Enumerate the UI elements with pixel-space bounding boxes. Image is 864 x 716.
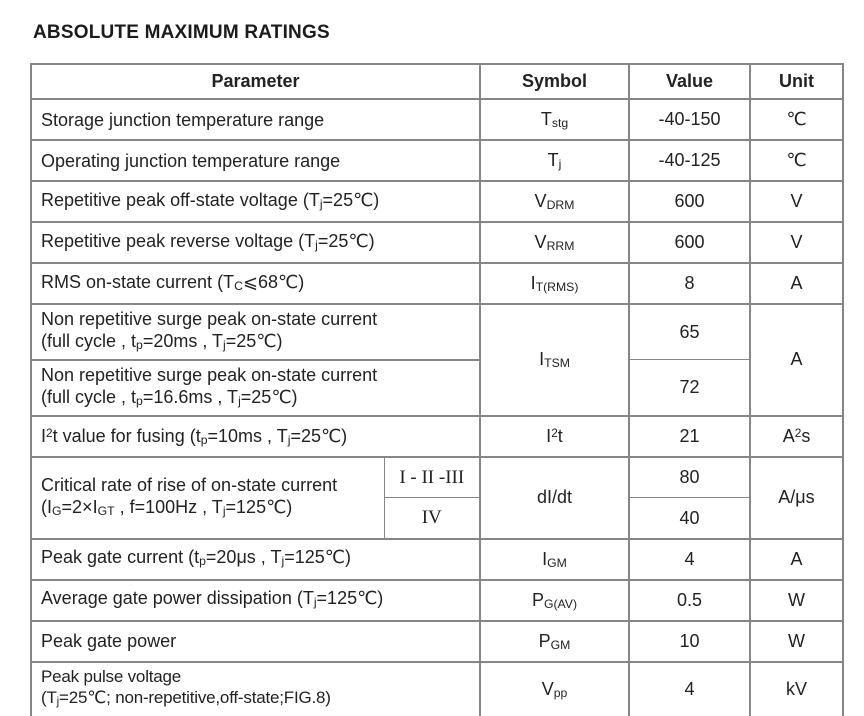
param-cell: Non repetitive surge peak on-state curre… [30,358,481,417]
symbol-cell: VRRM [479,221,630,264]
unit-cell: W [749,619,844,663]
value-cell: 600 [628,221,751,264]
unit-cell: V [749,221,844,264]
table-row: Storage junction temperature range Tstg … [30,98,844,141]
unit-cell: A [749,262,844,305]
symbol-cell: ITSM [479,303,630,417]
table-row: Average gate power dissipation (Tj=125℃)… [30,578,844,622]
param-cell: Repetitive peak reverse voltage (Tj=25℃) [30,221,481,264]
symbol-cell: IGM [479,537,630,581]
value-cell: 10 [628,619,751,663]
value-cell: 600 [628,180,751,223]
symbol-cell: PGM [479,619,630,663]
page-title: ABSOLUTE MAXIMUM RATINGS [33,22,330,43]
unit-cell: A [749,303,844,417]
header-symbol: Symbol [479,63,630,100]
value-cell: 72 [628,359,751,417]
table-row: Operating junction temperature range Tj … [30,139,844,182]
value-cell: -40-150 [628,98,751,141]
symbol-cell: VDRM [479,180,630,223]
header-value: Value [628,63,751,100]
param-cell: Peak gate current (tp=20μs , Tj=125℃) [30,537,481,581]
unit-cell: A/μs [749,455,844,540]
symbol-cell: Vpp [479,660,630,716]
value-cell: -40-125 [628,139,751,182]
param-cell: RMS on-state current (TC⩽68℃) [30,262,481,305]
value-cell: 8 [628,262,751,305]
table-row: Peak gate power PGM 10 W [30,619,844,663]
symbol-cell: IT(RMS) [479,262,630,305]
quadrant-cell: I - II -III [383,455,481,499]
value-cell: 40 [628,497,751,540]
unit-cell: V [749,180,844,223]
symbol-cell: PG(AV) [479,578,630,622]
symbol-cell: I2t [479,414,630,458]
table-row: Peak gate current (tp=20μs , Tj=125℃) IG… [30,537,844,581]
table-row: Repetitive peak off-state voltage (Tj=25… [30,180,844,223]
symbol-cell: Tstg [479,98,630,141]
param-cell: Repetitive peak off-state voltage (Tj=25… [30,180,481,223]
param-cell: Peak gate power [30,619,481,663]
value-cell: 0.5 [628,578,751,622]
symbol-cell: Tj [479,139,630,182]
table-row-didt-q123: Critical rate of rise of on-state curren… [30,455,844,540]
header-unit: Unit [749,63,844,100]
table-row-peak-pulse-voltage: Peak pulse voltage (Tj=25℃; non-repetitiv… [30,660,844,716]
unit-cell: kV [749,660,844,716]
value-cell: 80 [628,455,751,499]
table-row-didt-q4: IV 40 [31,497,843,540]
unit-cell: ℃ [749,98,844,141]
value-cell: 4 [628,537,751,581]
value-cell: 65 [628,303,751,361]
table-row-surge-20ms: Non repetitive surge peak on-state curre… [30,303,844,417]
absolute-maximum-ratings-table: Parameter Symbol Value Unit Storage junc… [30,63,844,716]
param-cell: Critical rate of rise of on-state curren… [30,455,385,540]
value-cell: 4 [628,660,751,716]
header-parameter: Parameter [30,63,481,100]
param-cell: Non repetitive surge peak on-state curre… [30,303,481,361]
symbol-cell: dI/dt [479,455,630,540]
table-row: Repetitive peak reverse voltage (Tj=25℃)… [30,221,844,264]
param-cell: I2t value for fusing (tp=10ms , Tj=25℃) [30,414,481,458]
param-cell: Peak pulse voltage (Tj=25℃; non-repetitiv… [30,660,481,716]
param-cell: Average gate power dissipation (Tj=125℃) [30,578,481,622]
header-row: Parameter Symbol Value Unit [30,63,844,100]
unit-cell: W [749,578,844,622]
param-cell: Storage junction temperature range [30,98,481,141]
unit-cell: A [749,537,844,581]
table-row: RMS on-state current (TC⩽68℃) IT(RMS) 8 … [30,262,844,305]
value-cell: 21 [628,414,751,458]
table-row: I2t value for fusing (tp=10ms , Tj=25℃) … [30,414,844,458]
unit-cell: ℃ [749,139,844,182]
quadrant-cell: IV [383,497,481,540]
table-row-surge-16ms: Non repetitive surge peak on-state curre… [30,358,843,417]
param-cell: Operating junction temperature range [30,139,481,182]
unit-cell: A2s [749,414,844,458]
